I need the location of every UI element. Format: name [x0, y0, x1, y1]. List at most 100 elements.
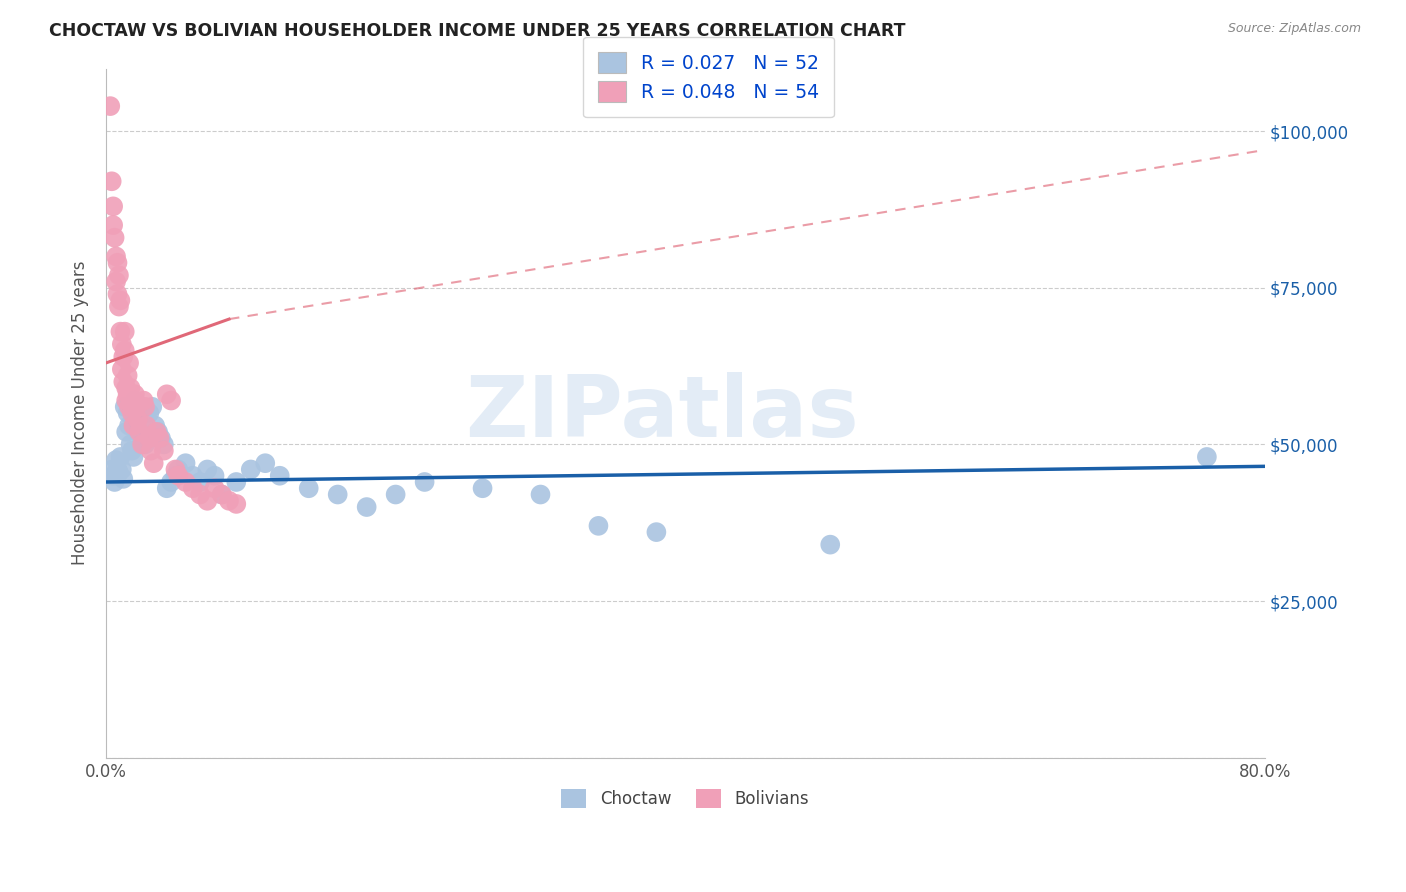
- Point: [413, 475, 436, 489]
- Point: [218, 493, 240, 508]
- Point: [104, 475, 127, 489]
- Point: [128, 425, 150, 439]
- Point: [117, 387, 139, 401]
- Point: [153, 443, 176, 458]
- Point: [204, 481, 226, 495]
- Point: [131, 431, 153, 445]
- Point: [165, 462, 187, 476]
- Point: [142, 456, 165, 470]
- Point: [195, 493, 218, 508]
- Point: [135, 418, 157, 433]
- Point: [118, 418, 141, 433]
- Point: [122, 450, 145, 464]
- Point: [120, 381, 142, 395]
- Point: [114, 343, 136, 358]
- Point: [138, 431, 160, 445]
- Point: [326, 487, 349, 501]
- Point: [160, 393, 183, 408]
- Point: [107, 462, 129, 476]
- Point: [132, 393, 155, 408]
- Point: [138, 406, 160, 420]
- Point: [818, 538, 841, 552]
- Point: [146, 425, 169, 439]
- Legend: Choctaw, Bolivians: Choctaw, Bolivians: [555, 783, 815, 814]
- Point: [124, 387, 146, 401]
- Point: [121, 443, 143, 458]
- Point: [101, 468, 124, 483]
- Point: [160, 475, 183, 489]
- Point: [110, 325, 132, 339]
- Point: [134, 400, 156, 414]
- Point: [124, 393, 146, 408]
- Point: [107, 287, 129, 301]
- Point: [118, 400, 141, 414]
- Point: [167, 462, 190, 476]
- Point: [149, 431, 172, 445]
- Point: [139, 443, 162, 458]
- Point: [98, 99, 121, 113]
- Point: [114, 325, 136, 339]
- Y-axis label: Householder Income Under 25 years: Householder Income Under 25 years: [72, 260, 89, 566]
- Point: [117, 368, 139, 383]
- Point: [131, 437, 153, 451]
- Point: [188, 487, 211, 501]
- Point: [112, 375, 135, 389]
- Point: [529, 487, 551, 501]
- Point: [111, 337, 134, 351]
- Point: [122, 418, 145, 433]
- Point: [125, 400, 148, 414]
- Text: Source: ZipAtlas.com: Source: ZipAtlas.com: [1227, 22, 1361, 36]
- Point: [181, 468, 204, 483]
- Point: [104, 230, 127, 244]
- Point: [156, 387, 179, 401]
- Point: [153, 437, 176, 451]
- Point: [108, 466, 131, 480]
- Point: [225, 475, 247, 489]
- Point: [101, 218, 124, 232]
- Point: [143, 418, 166, 433]
- Point: [112, 472, 135, 486]
- Point: [110, 450, 132, 464]
- Point: [127, 412, 149, 426]
- Point: [111, 462, 134, 476]
- Point: [211, 487, 233, 501]
- Point: [174, 475, 197, 489]
- Point: [134, 437, 156, 451]
- Point: [145, 425, 167, 439]
- Point: [127, 412, 149, 426]
- Point: [107, 256, 129, 270]
- Point: [254, 456, 277, 470]
- Point: [110, 293, 132, 308]
- Point: [645, 525, 668, 540]
- Point: [269, 468, 291, 483]
- Point: [101, 199, 124, 213]
- Point: [356, 500, 378, 514]
- Point: [114, 400, 136, 414]
- Point: [148, 431, 170, 445]
- Point: [105, 453, 128, 467]
- Point: [100, 462, 122, 476]
- Point: [588, 519, 610, 533]
- Point: [115, 381, 138, 395]
- Point: [115, 425, 138, 439]
- Point: [108, 268, 131, 283]
- Point: [471, 481, 494, 495]
- Point: [121, 406, 143, 420]
- Point: [105, 275, 128, 289]
- Point: [174, 456, 197, 470]
- Point: [112, 350, 135, 364]
- Point: [298, 481, 321, 495]
- Point: [204, 468, 226, 483]
- Point: [1195, 450, 1218, 464]
- Point: [115, 393, 138, 408]
- Point: [141, 400, 163, 414]
- Point: [239, 462, 262, 476]
- Point: [108, 300, 131, 314]
- Text: ZIPatlas: ZIPatlas: [465, 372, 859, 455]
- Point: [167, 468, 190, 483]
- Point: [111, 362, 134, 376]
- Point: [384, 487, 406, 501]
- Point: [118, 356, 141, 370]
- Point: [188, 475, 211, 489]
- Point: [181, 481, 204, 495]
